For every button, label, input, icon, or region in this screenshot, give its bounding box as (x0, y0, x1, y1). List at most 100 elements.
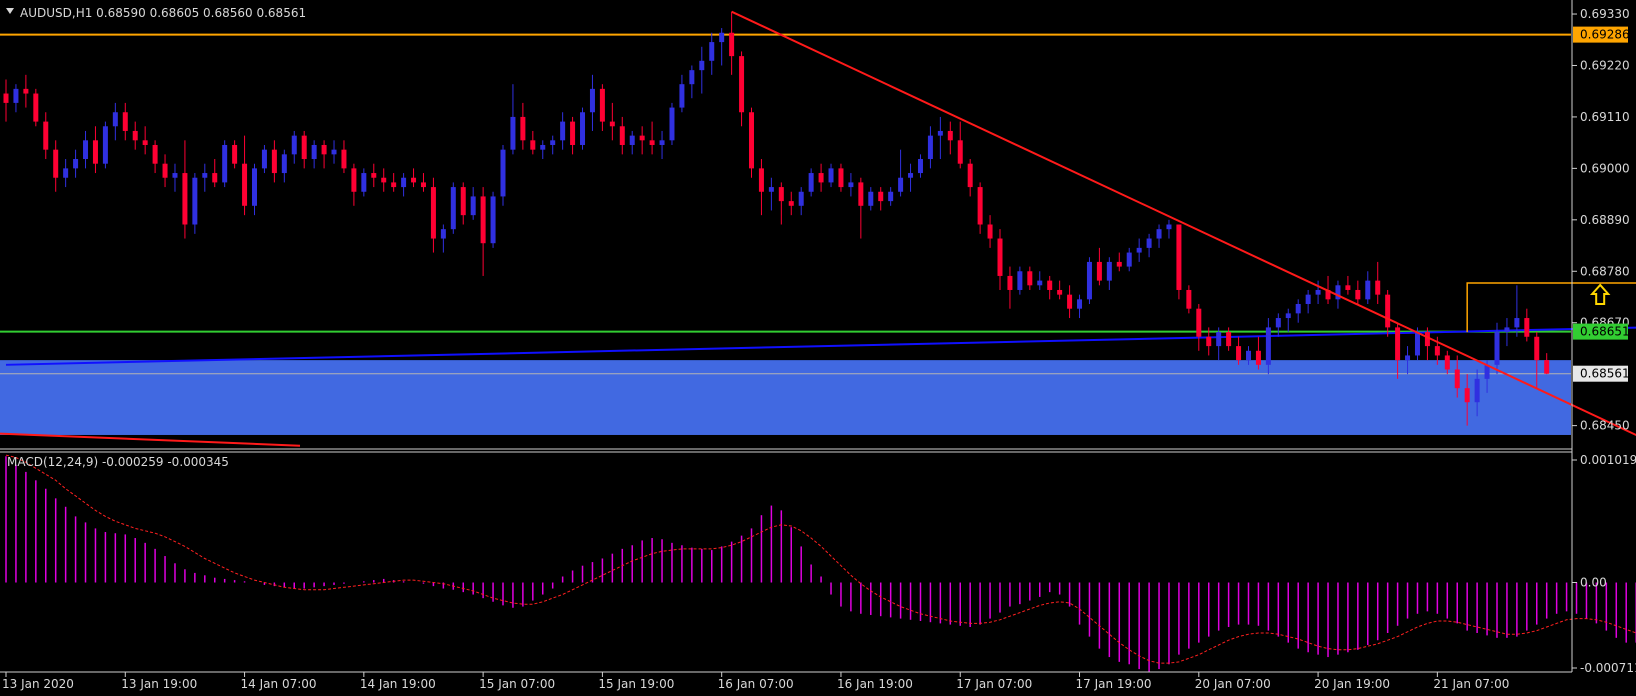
candle[interactable] (1027, 266, 1033, 290)
candle[interactable] (1395, 322, 1401, 379)
candle[interactable] (92, 126, 98, 174)
candle[interactable] (212, 159, 218, 188)
candle[interactable] (261, 144, 267, 174)
candle[interactable] (1176, 224, 1182, 300)
candle[interactable] (838, 163, 844, 192)
candle[interactable] (232, 140, 238, 169)
candle[interactable] (798, 187, 804, 216)
candle[interactable] (13, 84, 19, 113)
candle[interactable] (609, 102, 615, 141)
candle[interactable] (679, 74, 685, 113)
candle[interactable] (709, 32, 715, 75)
candle[interactable] (460, 182, 466, 225)
candle[interactable] (331, 140, 337, 164)
candle[interactable] (858, 177, 864, 239)
candle[interactable] (1047, 275, 1053, 300)
candle[interactable] (937, 116, 943, 160)
candle[interactable] (1086, 257, 1092, 305)
candle[interactable] (1196, 304, 1202, 351)
candle[interactable] (1504, 318, 1510, 347)
candle[interactable] (321, 140, 327, 169)
candle[interactable] (470, 187, 476, 220)
candle[interactable] (440, 224, 446, 253)
macd-axis[interactable]: 0.001019 0.00 -0.000711 (1572, 453, 1636, 675)
candle[interactable] (540, 140, 546, 160)
candle[interactable] (808, 168, 814, 197)
candle[interactable] (878, 187, 884, 211)
candle[interactable] (122, 102, 128, 141)
candle[interactable] (152, 140, 158, 174)
candle[interactable] (1077, 294, 1083, 319)
candle[interactable] (1355, 280, 1361, 305)
candle[interactable] (1275, 313, 1281, 337)
candle[interactable] (1116, 252, 1122, 272)
candle[interactable] (1385, 289, 1391, 337)
candle[interactable] (430, 177, 436, 253)
candle[interactable] (947, 121, 953, 155)
candle[interactable] (1315, 280, 1321, 305)
candle[interactable] (560, 112, 566, 150)
candle[interactable] (778, 182, 784, 225)
candle[interactable] (1444, 350, 1450, 375)
candle[interactable] (351, 163, 357, 206)
candle[interactable] (659, 130, 665, 160)
candle[interactable] (182, 140, 188, 239)
candle[interactable] (1166, 219, 1172, 239)
candle[interactable] (1106, 257, 1112, 290)
candle[interactable] (589, 74, 595, 131)
time-axis[interactable]: 13 Jan 2020 13 Jan 19:00 14 Jan 07:00 14 Ja… (2, 672, 1509, 691)
macd-pane[interactable] (5, 454, 1636, 672)
buy-arrow-icon[interactable] (1589, 283, 1611, 305)
candle[interactable] (311, 140, 317, 169)
candle[interactable] (977, 182, 983, 234)
candle[interactable] (818, 163, 824, 192)
candle[interactable] (1265, 318, 1271, 375)
candle[interactable] (1375, 261, 1381, 305)
candle[interactable] (868, 187, 874, 211)
candle[interactable] (480, 187, 486, 276)
candle[interactable] (1255, 336, 1261, 370)
candle[interactable] (619, 116, 625, 155)
candle[interactable] (1126, 247, 1132, 272)
candle[interactable] (192, 173, 198, 234)
candle[interactable] (719, 28, 725, 66)
candle[interactable] (898, 149, 904, 197)
candle[interactable] (361, 168, 367, 197)
candle[interactable] (1464, 374, 1470, 426)
candle[interactable] (411, 168, 417, 188)
candle[interactable] (63, 159, 69, 188)
candle[interactable] (888, 187, 894, 206)
candle[interactable] (1146, 233, 1152, 258)
candle[interactable] (1295, 299, 1301, 323)
candle[interactable] (1365, 271, 1371, 305)
candle[interactable] (629, 130, 635, 155)
candle[interactable] (1285, 308, 1291, 333)
trend-line-layer[interactable] (0, 10, 1636, 447)
candle[interactable] (639, 126, 645, 155)
candle[interactable] (917, 154, 923, 178)
candle[interactable] (749, 107, 754, 178)
candle[interactable] (1345, 275, 1351, 295)
candle[interactable] (729, 11, 735, 75)
candle[interactable] (570, 116, 576, 155)
candle[interactable] (401, 173, 407, 197)
candle[interactable] (102, 121, 108, 169)
candle[interactable] (1305, 289, 1311, 314)
candle[interactable] (997, 229, 1003, 290)
candle[interactable] (1007, 266, 1013, 309)
candle[interactable] (23, 74, 29, 108)
candle[interactable] (252, 163, 257, 216)
candle[interactable] (142, 126, 148, 155)
candle[interactable] (33, 88, 39, 127)
candle[interactable] (1514, 285, 1520, 337)
candle[interactable] (1156, 224, 1162, 248)
candle[interactable] (927, 126, 933, 169)
candle[interactable] (242, 135, 248, 216)
candle[interactable] (1454, 355, 1460, 398)
candle[interactable] (1067, 285, 1073, 319)
candle[interactable] (967, 159, 973, 197)
candle[interactable] (1017, 266, 1023, 295)
candle[interactable] (162, 154, 168, 188)
candle[interactable] (1186, 285, 1192, 314)
candle[interactable] (1096, 247, 1102, 286)
